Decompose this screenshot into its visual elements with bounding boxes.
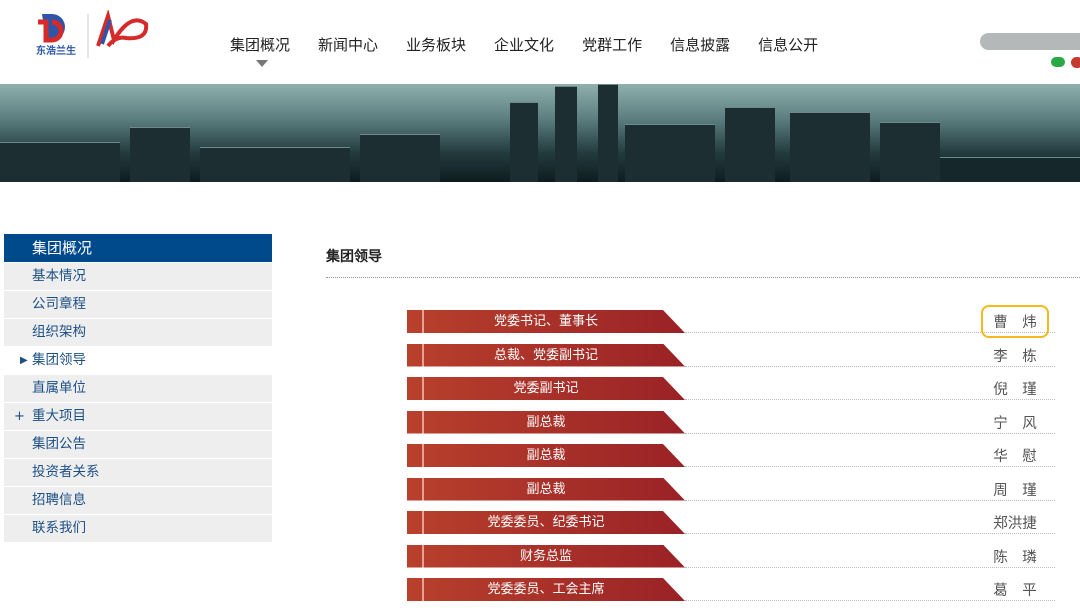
leader-row: 党委副书记 倪 瑾 xyxy=(407,377,1055,411)
page-title: 集团领导 xyxy=(326,249,382,265)
nav-item-public-info[interactable]: 信息公开 xyxy=(758,36,819,54)
sidebar-item-label: 投资者关系 xyxy=(32,464,100,480)
role-label: 副总裁 xyxy=(407,410,685,434)
divider xyxy=(685,399,1055,400)
sidebar: 集团概况 基本情况 公司章程 组织架构 ▶ 集团领导 直属单位 + 重大项目 集团公… xyxy=(4,234,272,542)
sidebar-item-contact[interactable]: 联系我们 xyxy=(4,514,272,542)
main-nav: 集团概况 新闻中心 业务板块 企业文化 党群工作 信息披露 信息公开 xyxy=(230,34,846,67)
role-text: 党委委员、纪委书记 xyxy=(487,515,605,530)
role-label: 党委书记、董事长 xyxy=(407,310,685,333)
leader-name[interactable]: 华 慰 xyxy=(993,449,1037,465)
sidebar-item-major-projects[interactable]: + 重大项目 xyxy=(4,402,272,430)
leader-name[interactable]: 郑洪捷 xyxy=(993,516,1037,532)
sidebar-item-charter[interactable]: 公司章程 xyxy=(4,290,272,318)
sidebar-item-investor-relations[interactable]: 投资者关系 xyxy=(4,458,272,486)
sidebar-item-label: 集团领导 xyxy=(32,352,86,368)
role-text: 副总裁 xyxy=(526,481,566,497)
leader-name[interactable]: 周 瑾 xyxy=(993,482,1037,499)
role-text: 财务总监 xyxy=(519,548,572,564)
leader-name[interactable]: 葛 平 xyxy=(993,583,1037,599)
leader-row: 财务总监 陈 璘 xyxy=(407,544,1055,579)
nav-item-disclosure[interactable]: 信息披露 xyxy=(670,36,731,54)
sidebar-item-label: 集团公告 xyxy=(32,436,86,452)
leader-list: 党委书记、董事长 曹 炜总裁、党委副书记 李 栋党委副书记 倪 瑾副总裁 宁 风… xyxy=(407,305,1055,612)
nav-item-overview[interactable]: 集团概况 xyxy=(230,36,291,67)
divider xyxy=(685,566,1055,568)
role-text: 副总裁 xyxy=(526,414,566,430)
role-text: 党委书记、董事长 xyxy=(493,314,598,329)
sidebar-item-label: 重大项目 xyxy=(32,408,86,424)
leader-name[interactable]: 陈 璘 xyxy=(993,549,1037,566)
triangle-right-icon: ▶ xyxy=(20,355,28,366)
leader-name[interactable]: 倪 瑾 xyxy=(993,382,1037,398)
divider xyxy=(685,332,1055,333)
sidebar-item-announcements[interactable]: 集团公告 xyxy=(4,430,272,458)
sidebar-item-leadership[interactable]: ▶ 集团领导 xyxy=(4,346,272,374)
leader-row: 副总裁 华 慰 xyxy=(407,444,1055,478)
role-label: 总裁、党委副书记 xyxy=(407,343,685,367)
sidebar-item-label: 基本情况 xyxy=(32,268,86,284)
sidebar-item-subsidiaries[interactable]: 直属单位 xyxy=(4,374,272,402)
leader-name[interactable]: 李 栋 xyxy=(993,348,1037,365)
role-text: 总裁、党委副书记 xyxy=(493,347,598,363)
sidebar-item-org-structure[interactable]: 组织架构 xyxy=(4,318,272,346)
sidebar-item-label: 招聘信息 xyxy=(32,492,86,508)
divider xyxy=(685,600,1055,601)
logo[interactable]: 东浩兰生 xyxy=(36,8,156,60)
divider xyxy=(685,499,1055,501)
role-label: 党委委员、纪委书记 xyxy=(407,511,685,534)
search-input[interactable] xyxy=(980,33,1080,50)
banner-image xyxy=(0,84,1080,182)
divider xyxy=(326,277,1080,278)
sidebar-item-careers[interactable]: 招聘信息 xyxy=(4,486,272,514)
wechat-icon[interactable] xyxy=(1051,57,1065,67)
sidebar-item-label: 联系我们 xyxy=(32,520,86,536)
plus-icon[interactable]: + xyxy=(14,409,25,424)
leader-name[interactable]: 宁 风 xyxy=(993,415,1037,432)
sidebar-title: 集团概况 xyxy=(4,234,272,262)
role-label: 副总裁 xyxy=(407,477,685,501)
role-label: 财务总监 xyxy=(407,544,685,568)
sidebar-item-label: 直属单位 xyxy=(32,380,86,396)
leader-row: 党委委员、纪委书记 郑洪捷 xyxy=(407,511,1055,545)
leader-name[interactable]: 曹 炜 xyxy=(981,305,1049,338)
leader-row: 副总裁 宁 风 xyxy=(407,410,1055,445)
sidebar-item-label: 公司章程 xyxy=(32,296,86,312)
role-label: 党委副书记 xyxy=(407,377,685,400)
divider xyxy=(685,466,1055,467)
sidebar-item-basic-info[interactable]: 基本情况 xyxy=(4,262,272,290)
leader-row: 党委书记、董事长 曹 炜 xyxy=(407,305,1055,344)
divider xyxy=(685,432,1055,434)
weibo-icon[interactable] xyxy=(1071,57,1080,68)
role-text: 党委委员、工会主席 xyxy=(487,582,605,597)
role-text: 副总裁 xyxy=(526,448,566,463)
svg-text:东浩兰生: 东浩兰生 xyxy=(36,44,76,57)
divider xyxy=(685,533,1055,534)
sidebar-item-label: 组织架构 xyxy=(32,324,86,340)
role-label: 党委委员、工会主席 xyxy=(407,578,685,601)
leader-row: 总裁、党委副书记 李 栋 xyxy=(407,343,1055,378)
role-text: 党委副书记 xyxy=(513,381,579,396)
nav-item-culture[interactable]: 企业文化 xyxy=(494,36,555,54)
role-label: 副总裁 xyxy=(407,444,685,467)
divider xyxy=(685,365,1055,367)
leader-row: 党委委员、工会主席 葛 平 xyxy=(407,578,1055,612)
nav-item-party[interactable]: 党群工作 xyxy=(582,36,643,54)
nav-item-news[interactable]: 新闻中心 xyxy=(318,36,379,54)
leader-row: 副总裁 周 瑾 xyxy=(407,477,1055,512)
nav-item-business[interactable]: 业务板块 xyxy=(406,36,467,54)
